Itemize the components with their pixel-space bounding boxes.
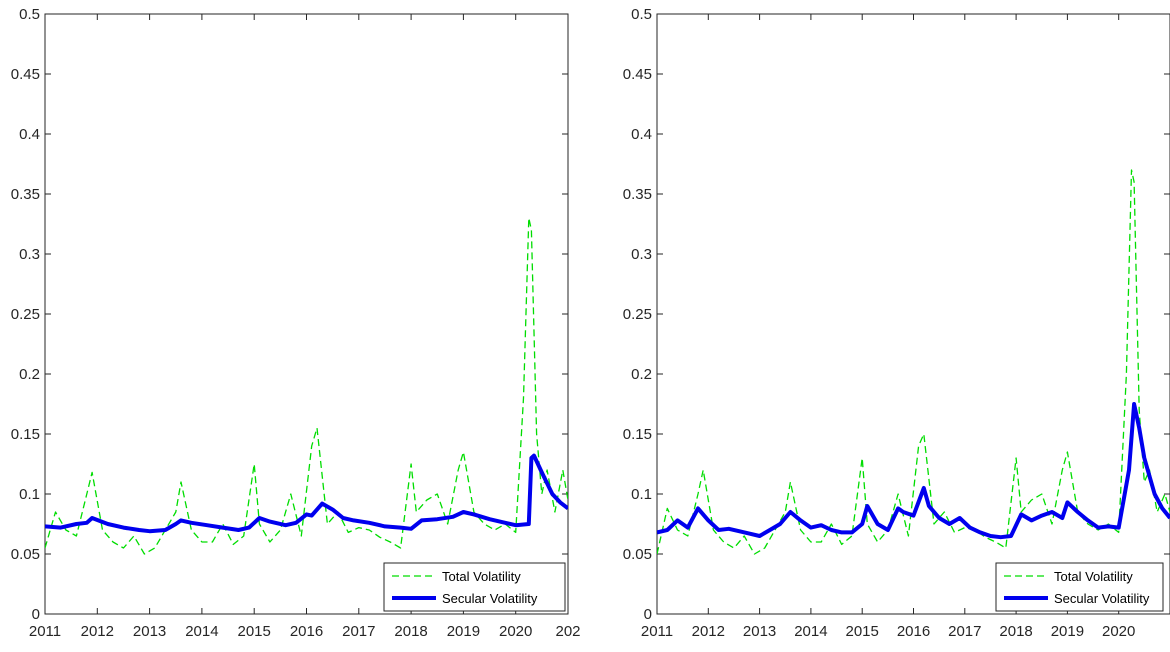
y-tick-label: 0.25	[623, 306, 652, 323]
y-tick-label: 0.25	[11, 306, 40, 323]
x-tick-label: 2013	[133, 623, 166, 640]
x-tick-label: 2016	[290, 623, 323, 640]
plot-frame	[44, 13, 569, 615]
y-tick-label: 0.35	[11, 186, 40, 203]
y-tick-label: 0.1	[19, 486, 40, 503]
x-tick-label: 2014	[185, 623, 218, 640]
legend-box	[383, 562, 566, 612]
x-tick-label: 2018	[999, 623, 1032, 640]
legend-label: Total Volatility	[442, 569, 521, 584]
y-tick-label: 0.3	[631, 246, 652, 263]
x-tick-label: 2014	[794, 623, 827, 640]
y-tick-label: 0.1	[631, 486, 652, 503]
chart-panel-right: 0 0.05 0.1 0.15 0.2 0.25 0.3 0.35 0.4 0.45 0.5 2011…	[623, 6, 1170, 640]
y-tick-label: 0.4	[19, 126, 40, 143]
y-tick-label: 0.3	[19, 246, 40, 263]
y-tick-label: 0.15	[11, 426, 40, 443]
x-tick-label: 2012	[692, 623, 725, 640]
y-tick-label: 0	[644, 606, 652, 623]
y-tick-label: 0.15	[623, 426, 652, 443]
x-tick-label: 2017	[948, 623, 981, 640]
x-tick-label: 202	[555, 623, 580, 640]
y-tick-label: 0.35	[623, 186, 652, 203]
x-tick-label: 2012	[81, 623, 114, 640]
y-tick-label: 0	[32, 606, 40, 623]
legend-label: Secular Volatility	[442, 591, 538, 606]
y-tick-label: 0.05	[623, 546, 652, 563]
x-tick-label: 2015	[846, 623, 879, 640]
y-tick-label: 0.2	[19, 366, 40, 383]
x-tick-label: 2019	[447, 623, 480, 640]
x-tick-label: 2011	[29, 623, 61, 640]
series-line-total-volatility	[45, 217, 568, 555]
x-tick-label: 2020	[499, 623, 532, 640]
y-tick-label: 0.45	[623, 66, 652, 83]
y-tick-label: 0.45	[11, 66, 40, 83]
series-line-secular-volatility	[45, 453, 568, 534]
y-tick-label: 0.2	[631, 366, 652, 383]
legend-label: Secular Volatility	[1054, 591, 1150, 606]
chart-panel-left: 0 0.05 0.1 0.15 0.2 0.25 0.3 0.35 0.4 0.45 0.5 2011…	[11, 6, 581, 640]
x-tick-label: 2019	[1051, 623, 1084, 640]
x-tick-label: 2018	[394, 623, 427, 640]
legend-label: Total Volatility	[1054, 569, 1133, 584]
y-tick-label: 0.05	[11, 546, 40, 563]
series-line-total-volatility	[657, 169, 1170, 555]
x-tick-label: 2011	[641, 623, 673, 640]
x-tick-label: 2016	[897, 623, 930, 640]
legend-box	[995, 562, 1164, 612]
x-tick-label: 2017	[342, 623, 375, 640]
x-tick-label: 2015	[238, 623, 271, 640]
y-tick-label: 0.5	[19, 6, 40, 23]
x-tick-label: 2020	[1102, 623, 1135, 640]
x-tick-label: 2013	[743, 623, 776, 640]
y-tick-label: 0.4	[631, 126, 652, 143]
series-line-secular-volatility	[657, 402, 1170, 540]
y-tick-label: 0.5	[631, 6, 652, 23]
